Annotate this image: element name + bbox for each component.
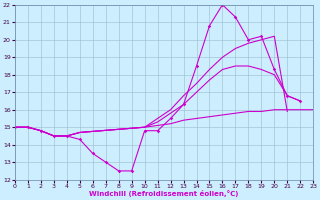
X-axis label: Windchill (Refroidissement éolien,°C): Windchill (Refroidissement éolien,°C)	[89, 190, 239, 197]
